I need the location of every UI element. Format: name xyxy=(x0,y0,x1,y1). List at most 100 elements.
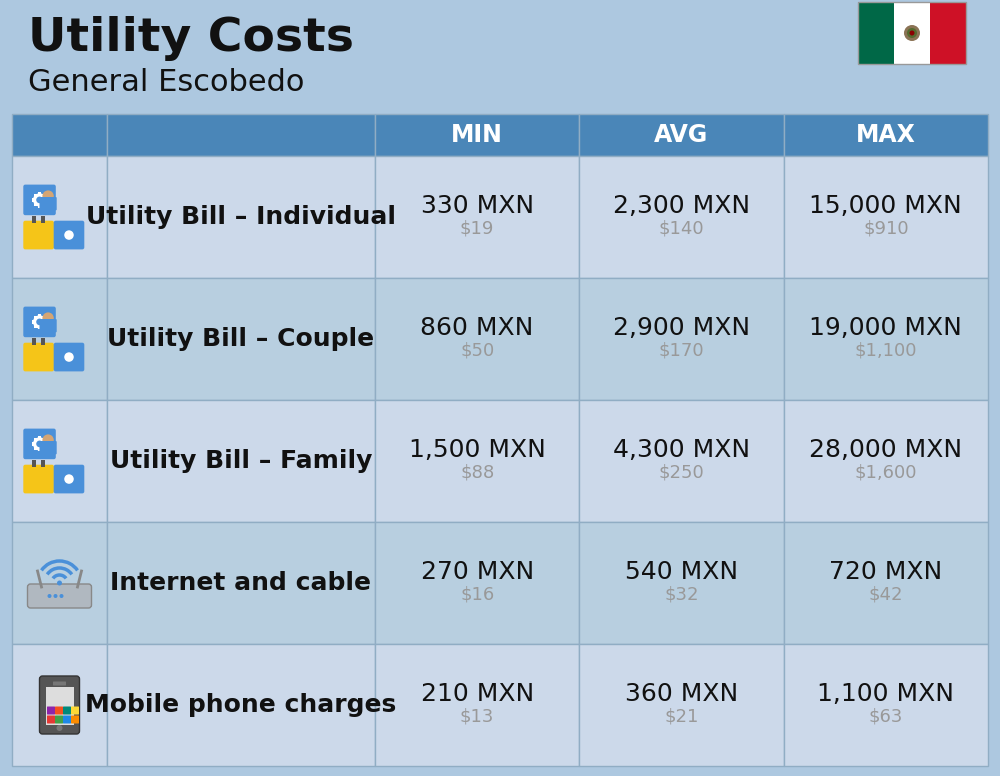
Bar xyxy=(32,216,36,223)
Bar xyxy=(32,198,36,202)
FancyBboxPatch shape xyxy=(40,319,57,332)
FancyBboxPatch shape xyxy=(40,197,57,210)
Text: 860 MXN: 860 MXN xyxy=(420,316,534,340)
Text: $170: $170 xyxy=(659,342,704,360)
Bar xyxy=(34,202,37,206)
FancyBboxPatch shape xyxy=(23,220,54,249)
Circle shape xyxy=(36,196,43,203)
FancyBboxPatch shape xyxy=(71,706,79,715)
Bar xyxy=(34,324,37,327)
Text: $88: $88 xyxy=(460,464,494,482)
Text: $21: $21 xyxy=(664,708,699,726)
Bar xyxy=(784,278,988,400)
Circle shape xyxy=(33,315,46,328)
FancyBboxPatch shape xyxy=(28,584,92,608)
FancyBboxPatch shape xyxy=(54,465,84,494)
FancyBboxPatch shape xyxy=(23,428,56,459)
Bar xyxy=(375,522,579,644)
Text: $32: $32 xyxy=(664,586,699,604)
FancyBboxPatch shape xyxy=(54,343,84,372)
FancyBboxPatch shape xyxy=(55,706,63,715)
Text: MAX: MAX xyxy=(856,123,916,147)
FancyBboxPatch shape xyxy=(40,676,80,734)
Circle shape xyxy=(907,28,917,38)
Text: $50: $50 xyxy=(460,342,494,360)
Text: $250: $250 xyxy=(659,464,704,482)
Bar xyxy=(12,114,107,156)
FancyBboxPatch shape xyxy=(63,706,71,715)
Text: $16: $16 xyxy=(460,586,494,604)
Bar xyxy=(34,438,37,442)
Bar xyxy=(38,448,41,452)
FancyBboxPatch shape xyxy=(71,715,79,723)
Circle shape xyxy=(904,25,920,41)
Bar xyxy=(579,522,784,644)
Circle shape xyxy=(42,435,54,445)
FancyBboxPatch shape xyxy=(47,715,55,723)
Text: 270 MXN: 270 MXN xyxy=(421,560,534,584)
Bar xyxy=(107,278,375,400)
Bar xyxy=(579,400,784,522)
Bar xyxy=(579,644,784,766)
Text: 2,900 MXN: 2,900 MXN xyxy=(613,316,750,340)
Bar xyxy=(38,314,41,318)
Bar xyxy=(579,156,784,278)
Bar xyxy=(42,316,45,320)
Bar xyxy=(43,442,47,445)
Bar xyxy=(34,194,37,198)
Bar xyxy=(375,278,579,400)
Text: $1,100: $1,100 xyxy=(855,342,917,360)
Bar xyxy=(42,446,45,450)
Bar xyxy=(41,216,45,223)
Bar xyxy=(784,156,988,278)
Bar xyxy=(107,400,375,522)
Bar xyxy=(34,446,37,450)
Bar xyxy=(784,522,988,644)
Text: $1,600: $1,600 xyxy=(855,464,917,482)
Circle shape xyxy=(60,594,64,598)
Bar xyxy=(12,644,107,766)
Text: 19,000 MXN: 19,000 MXN xyxy=(809,316,962,340)
Circle shape xyxy=(64,352,74,362)
Bar xyxy=(42,438,45,442)
Circle shape xyxy=(33,437,46,451)
FancyBboxPatch shape xyxy=(23,343,54,372)
Bar xyxy=(858,2,894,64)
Bar xyxy=(12,278,107,400)
Text: Utility Costs: Utility Costs xyxy=(28,16,354,61)
Bar xyxy=(38,204,41,207)
Text: 2,300 MXN: 2,300 MXN xyxy=(613,194,750,218)
Text: 360 MXN: 360 MXN xyxy=(625,682,738,706)
Bar xyxy=(32,460,36,466)
Text: MIN: MIN xyxy=(451,123,503,147)
Text: Internet and cable: Internet and cable xyxy=(110,571,372,595)
Circle shape xyxy=(33,193,46,206)
Bar xyxy=(34,316,37,320)
Text: General Escobedo: General Escobedo xyxy=(28,68,304,97)
Bar xyxy=(375,644,579,766)
FancyBboxPatch shape xyxy=(40,441,57,455)
FancyBboxPatch shape xyxy=(23,185,56,215)
Text: Utility Bill – Individual: Utility Bill – Individual xyxy=(86,205,396,229)
Bar xyxy=(930,2,966,64)
Bar xyxy=(38,192,41,196)
Bar xyxy=(107,522,375,644)
Bar xyxy=(12,400,107,522)
Circle shape xyxy=(36,319,43,325)
Bar xyxy=(32,338,36,345)
Bar xyxy=(579,278,784,400)
Bar xyxy=(12,156,107,278)
Circle shape xyxy=(57,580,62,586)
FancyBboxPatch shape xyxy=(55,715,63,723)
Bar xyxy=(894,2,930,64)
Bar xyxy=(107,156,375,278)
Text: 540 MXN: 540 MXN xyxy=(625,560,738,584)
Text: Utility Bill – Family: Utility Bill – Family xyxy=(110,449,372,473)
Bar xyxy=(784,644,988,766)
Bar xyxy=(43,320,47,324)
Bar xyxy=(858,2,966,64)
FancyBboxPatch shape xyxy=(53,681,66,685)
Bar xyxy=(46,687,74,725)
Bar xyxy=(579,114,784,156)
Bar xyxy=(43,198,47,202)
